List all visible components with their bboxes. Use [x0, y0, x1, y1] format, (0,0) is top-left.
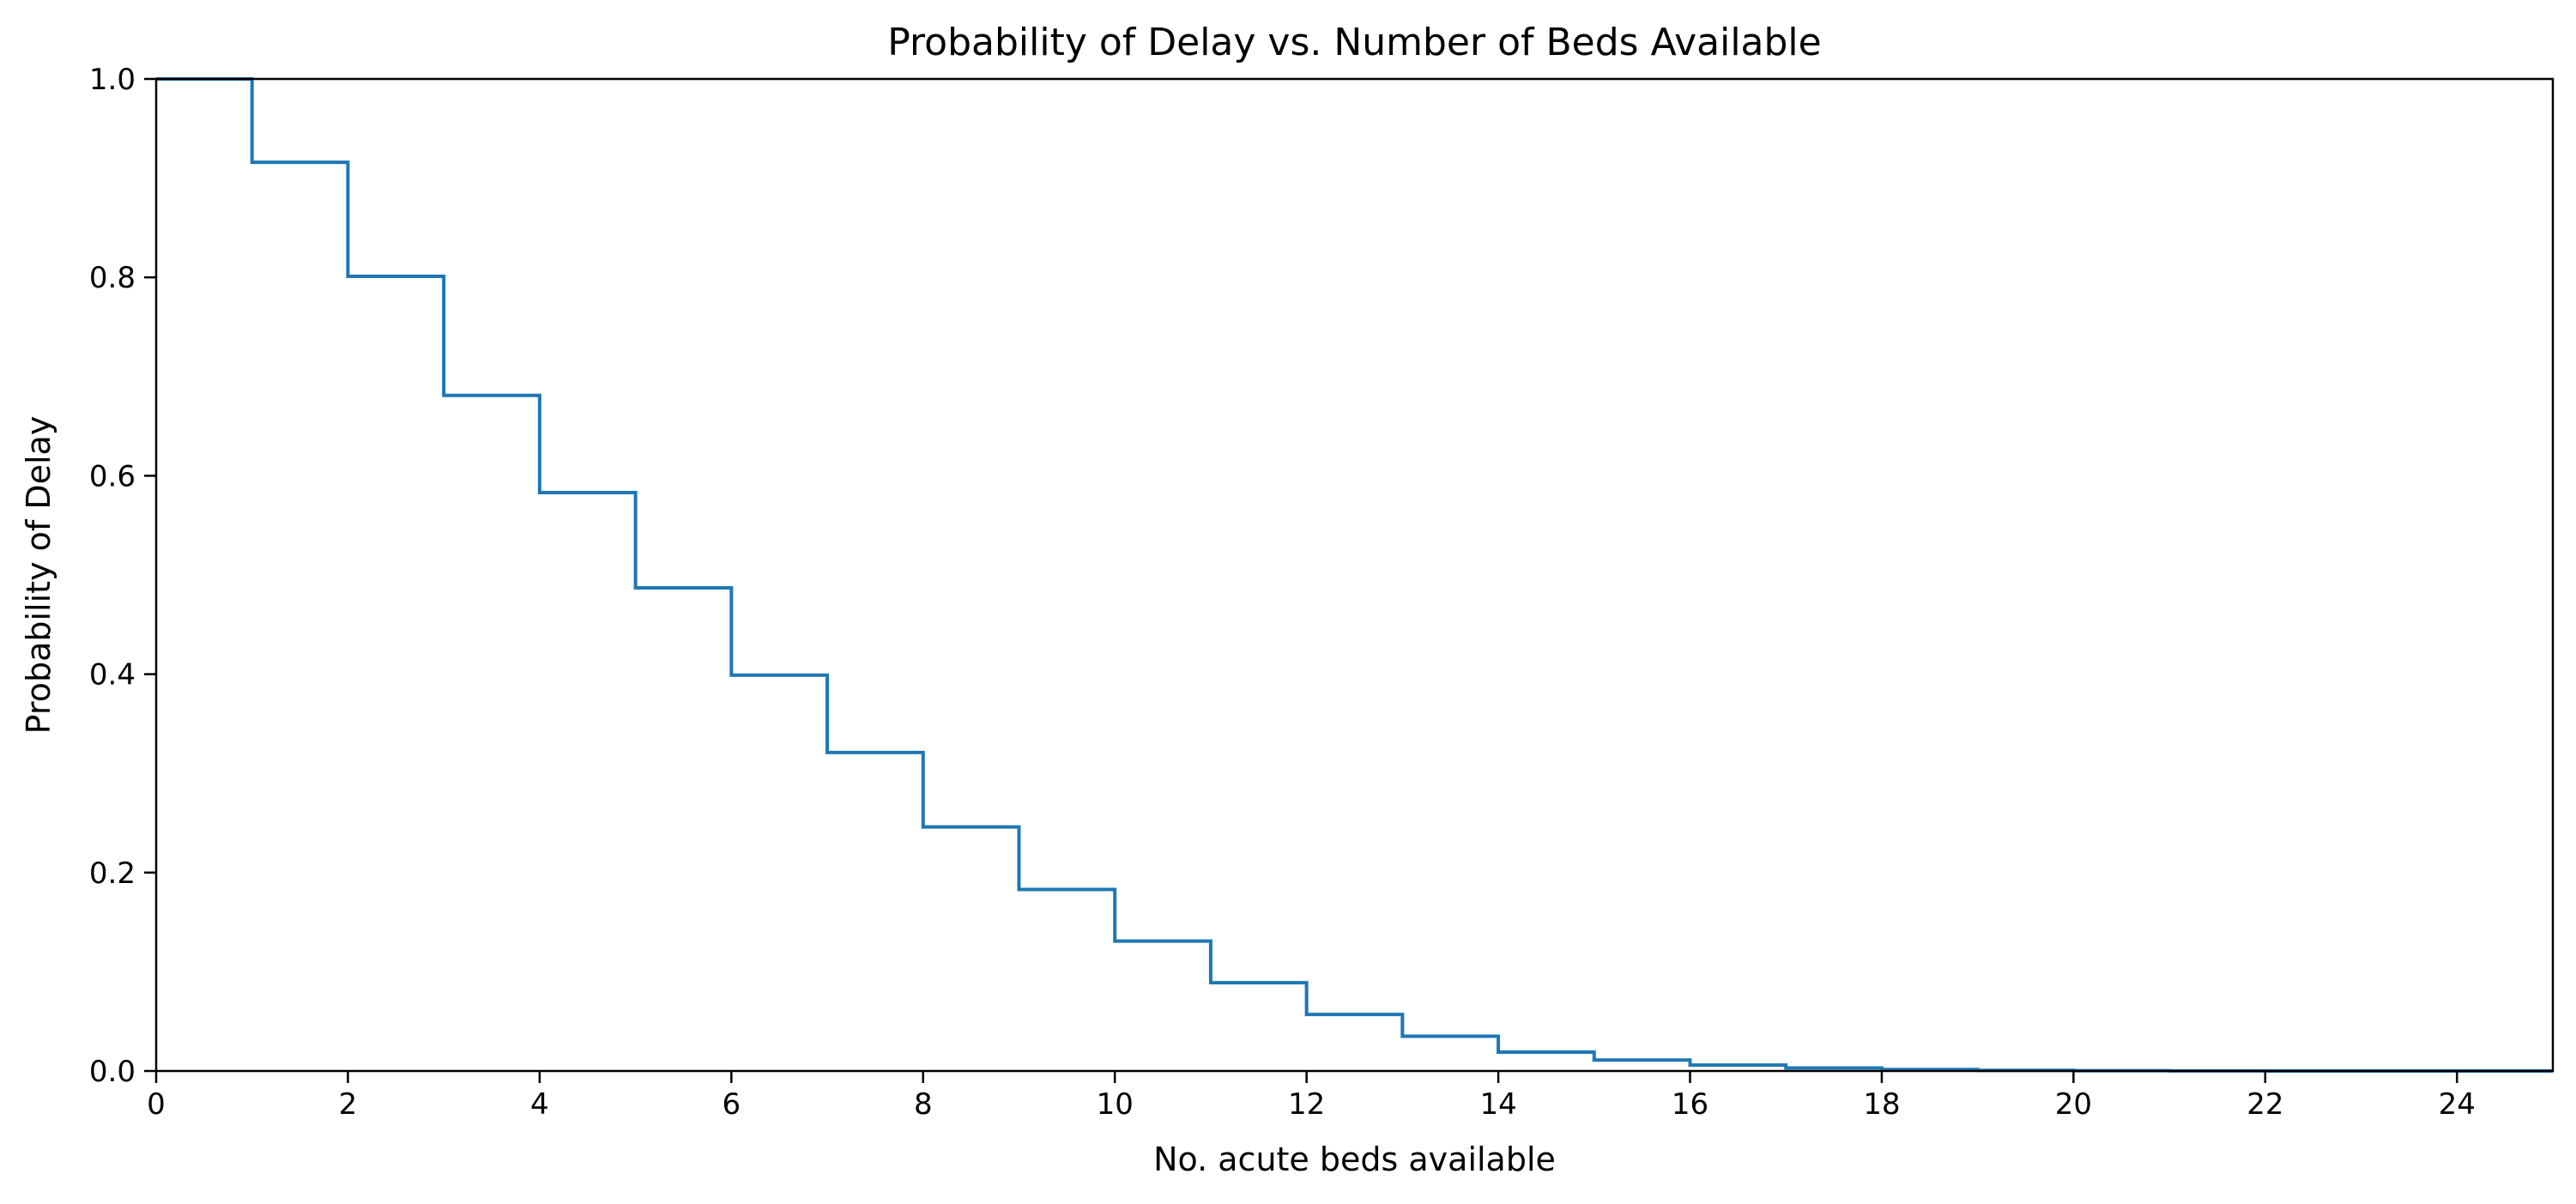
y-tick-label: 0.0 — [89, 1055, 136, 1089]
y-tick-label: 0.4 — [89, 658, 136, 693]
y-axis-title: Probability of Delay — [20, 416, 57, 735]
chart-title: Probability of Delay vs. Number of Beds … — [887, 21, 1821, 64]
x-tick-label: 16 — [1672, 1087, 1708, 1122]
x-tick-label: 14 — [1479, 1087, 1516, 1122]
x-tick-label: 0 — [147, 1087, 166, 1122]
x-tick-label: 10 — [1097, 1087, 1134, 1122]
axes-frame — [154, 77, 2555, 1073]
x-tick-label: 4 — [530, 1087, 549, 1122]
series-step-line — [156, 77, 2553, 1073]
plot-area — [154, 77, 2555, 1073]
x-tick-label: 12 — [1288, 1087, 1325, 1122]
x-tick-label: 8 — [914, 1087, 933, 1122]
y-axis-ticks: 0.0 0.2 0.4 0.6 0.8 1.0 — [89, 63, 156, 1089]
x-tick-label: 2 — [339, 1087, 358, 1122]
y-tick-label: 0.6 — [89, 459, 136, 493]
y-tick-label: 0.8 — [89, 261, 136, 295]
x-tick-label: 22 — [2246, 1087, 2283, 1122]
y-tick-label: 1.0 — [89, 63, 136, 97]
x-tick-label: 20 — [2055, 1087, 2092, 1122]
x-tick-label: 24 — [2439, 1087, 2476, 1122]
y-tick-label: 0.2 — [89, 856, 136, 891]
x-tick-label: 6 — [722, 1087, 741, 1122]
x-axis-ticks: 0 2 4 6 8 10 12 14 16 18 20 22 24 — [147, 1071, 2476, 1122]
x-tick-label: 18 — [1863, 1087, 1900, 1122]
x-axis-title: No. acute beds available — [1153, 1140, 1556, 1178]
